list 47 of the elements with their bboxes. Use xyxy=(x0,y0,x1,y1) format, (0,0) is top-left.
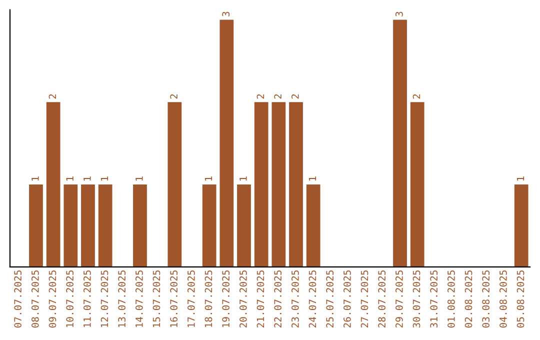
x-tick-label: 27.07.2025 xyxy=(360,270,368,328)
x-tick-label: 25.07.2025 xyxy=(326,270,334,328)
x-tick-label: 07.07.2025 xyxy=(14,270,22,328)
x-tick-label: 18.07.2025 xyxy=(204,270,212,328)
x-tick-label: 14.07.2025 xyxy=(135,270,143,328)
x-tick-label: 26.07.2025 xyxy=(343,270,351,328)
data-label: 2 xyxy=(48,94,56,99)
data-label: 1 xyxy=(240,176,247,181)
x-tick-label: 17.07.2025 xyxy=(187,270,195,328)
x-tick-label: 16.07.2025 xyxy=(170,270,178,328)
x-tick-label: 04.08.2025 xyxy=(500,270,507,328)
data-label: 1 xyxy=(136,176,143,181)
x-tick-label: 09.07.2025 xyxy=(48,270,56,328)
data-label: 1 xyxy=(516,176,524,181)
data-label: 1 xyxy=(308,176,316,181)
x-tick-label: 10.07.2025 xyxy=(66,270,74,328)
data-label: 3 xyxy=(222,12,230,16)
x-tick-label: 29.07.2025 xyxy=(396,270,403,328)
x-tick-label: 11.07.2025 xyxy=(83,270,91,328)
data-label: 1 xyxy=(32,176,39,181)
x-tick-label: 13.07.2025 xyxy=(118,270,126,328)
x-tick-label: 30.07.2025 xyxy=(412,270,420,328)
x-tick-label: 02.08.2025 xyxy=(464,270,472,328)
x-tick-label: 19.07.2025 xyxy=(222,270,230,328)
x-tick-label: 22.07.2025 xyxy=(274,270,282,328)
data-label: 2 xyxy=(274,94,282,99)
x-tick-label: 31.07.2025 xyxy=(430,270,438,328)
data-label: 3 xyxy=(396,12,403,16)
data-label: 1 xyxy=(100,176,108,181)
x-tick-label: 23.07.2025 xyxy=(291,270,299,328)
x-tick-label: 28.07.2025 xyxy=(378,270,386,328)
data-label: 1 xyxy=(84,176,91,181)
x-tick-label: 21.07.2025 xyxy=(256,270,264,328)
data-label: 2 xyxy=(256,94,264,99)
data-label: 2 xyxy=(412,94,420,99)
data-label: 2 xyxy=(170,94,178,99)
x-tick-label: 15.07.2025 xyxy=(152,270,160,328)
x-tick-label: 24.07.2025 xyxy=(308,270,316,328)
x-tick-label: 08.07.2025 xyxy=(31,270,39,328)
x-tick-label: 12.07.2025 xyxy=(100,270,108,328)
data-label: 1 xyxy=(204,176,212,181)
data-label: 1 xyxy=(66,176,74,181)
x-tick-label: 05.08.2025 xyxy=(516,270,524,328)
data-label: 2 xyxy=(291,94,299,99)
x-tick-label: 03.08.2025 xyxy=(482,270,490,328)
x-tick-label: 01.08.2025 xyxy=(448,270,455,328)
x-tick-label: 20.07.2025 xyxy=(239,270,247,328)
